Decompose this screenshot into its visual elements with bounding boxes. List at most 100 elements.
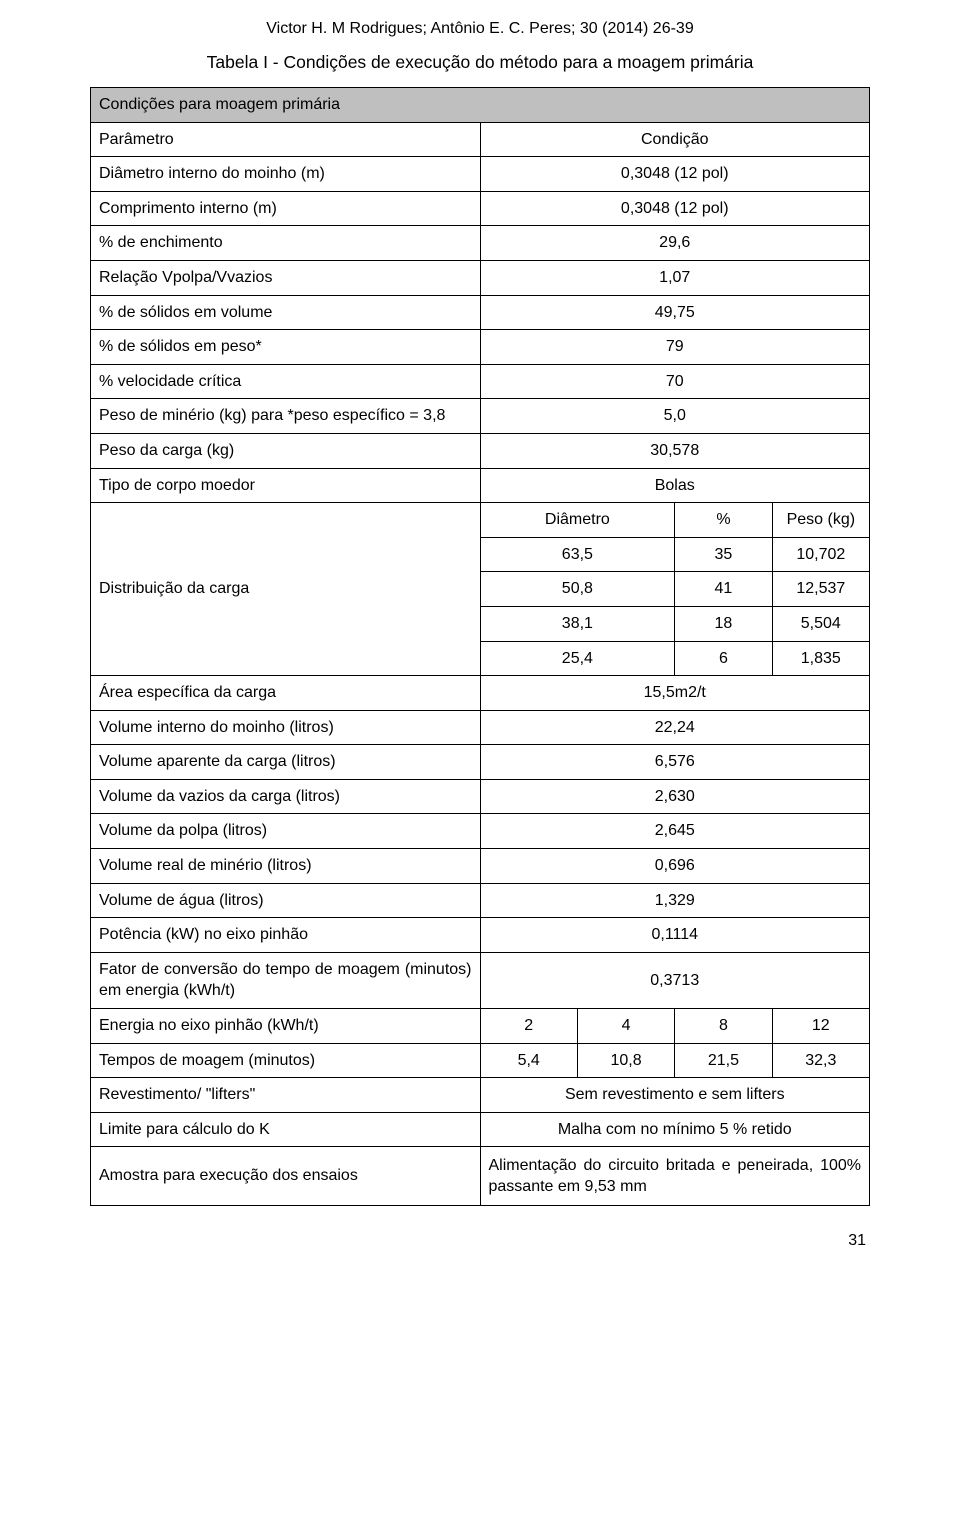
cell-value: 22,24 <box>480 710 870 745</box>
cell-value: 1,835 <box>772 641 869 676</box>
table-row: Distribuição da carga Diâmetro % Peso (k… <box>91 503 870 538</box>
cell-value: 2,630 <box>480 779 870 814</box>
cell-value: 1,329 <box>480 883 870 918</box>
table-row: % velocidade crítica 70 <box>91 364 870 399</box>
cell-value: 5,4 <box>480 1043 577 1078</box>
cell-label: % de sólidos em peso* <box>91 330 481 365</box>
table-row: Energia no eixo pinhão (kWh/t) 2 4 8 12 <box>91 1009 870 1044</box>
page-container: Victor H. M Rodrigues; Antônio E. C. Per… <box>0 0 960 1280</box>
table-row: Volume da polpa (litros) 2,645 <box>91 814 870 849</box>
cell-value: 0,3713 <box>480 952 870 1008</box>
cell-label: Volume da polpa (litros) <box>91 814 481 849</box>
table-row: Tempos de moagem (minutos) 5,4 10,8 21,5… <box>91 1043 870 1078</box>
cell-value: 21,5 <box>675 1043 772 1078</box>
table-row: Volume da vazios da carga (litros) 2,630 <box>91 779 870 814</box>
cell-value: 12 <box>772 1009 869 1044</box>
cell-value: 2,645 <box>480 814 870 849</box>
table-row: Volume de água (litros) 1,329 <box>91 883 870 918</box>
cell-label: Volume da vazios da carga (litros) <box>91 779 481 814</box>
cell-value: Sem revestimento e sem lifters <box>480 1078 870 1113</box>
table-row: Parâmetro Condição <box>91 122 870 157</box>
cell-label: Área específica da carga <box>91 676 481 711</box>
cell-label: Volume de água (litros) <box>91 883 481 918</box>
cell-value: 32,3 <box>772 1043 869 1078</box>
cell-value: 0,3048 (12 pol) <box>480 157 870 192</box>
cell-label: Diâmetro interno do moinho (m) <box>91 157 481 192</box>
table-row: Tipo de corpo moedor Bolas <box>91 468 870 503</box>
cell-value: Malha com no mínimo 5 % retido <box>480 1112 870 1147</box>
cell-value: 79 <box>480 330 870 365</box>
cell-value: 4 <box>577 1009 674 1044</box>
table-title: Tabela I - Condições de execução do méto… <box>90 52 870 73</box>
cell-value: 25,4 <box>480 641 675 676</box>
table-row: Volume real de minério (litros) 0,696 <box>91 849 870 884</box>
cell-value: 5,504 <box>772 606 869 641</box>
cell-value: 29,6 <box>480 226 870 261</box>
cell-label: Volume interno do moinho (litros) <box>91 710 481 745</box>
cell-label: Relação Vpolpa/Vvazios <box>91 260 481 295</box>
table-row: Comprimento interno (m) 0,3048 (12 pol) <box>91 191 870 226</box>
section-header-cell: Condições para moagem primária <box>91 88 870 123</box>
cell-value: 2 <box>480 1009 577 1044</box>
table-row: % de sólidos em peso* 79 <box>91 330 870 365</box>
table-row: Potência (kW) no eixo pinhão 0,1114 <box>91 918 870 953</box>
cell-label: Volume aparente da carga (litros) <box>91 745 481 780</box>
param-header: Parâmetro <box>91 122 481 157</box>
cell-value: 15,5m2/t <box>480 676 870 711</box>
cell-label: Limite para cálculo do K <box>91 1112 481 1147</box>
cell-value: 1,07 <box>480 260 870 295</box>
cell-label: Peso da carga (kg) <box>91 433 481 468</box>
cell-label: Peso de minério (kg) para *peso específi… <box>91 399 481 434</box>
cell-value: 0,696 <box>480 849 870 884</box>
cell-value: 6 <box>675 641 772 676</box>
table-row: Volume aparente da carga (litros) 6,576 <box>91 745 870 780</box>
cell-label: Volume real de minério (litros) <box>91 849 481 884</box>
cell-value: 6,576 <box>480 745 870 780</box>
cell-value: 41 <box>675 572 772 607</box>
cell-label: Tempos de moagem (minutos) <box>91 1043 481 1078</box>
cell-value: 8 <box>675 1009 772 1044</box>
table-row: Peso de minério (kg) para *peso específi… <box>91 399 870 434</box>
table-row: Diâmetro interno do moinho (m) 0,3048 (1… <box>91 157 870 192</box>
cell-label: Energia no eixo pinhão (kWh/t) <box>91 1009 481 1044</box>
cell-value: 35 <box>675 537 772 572</box>
cell-value: 70 <box>480 364 870 399</box>
table-row: Relação Vpolpa/Vvazios 1,07 <box>91 260 870 295</box>
section-header-row: Condições para moagem primária <box>91 88 870 123</box>
table-row: Volume interno do moinho (litros) 22,24 <box>91 710 870 745</box>
cell-value: Alimentação do circuito britada e peneir… <box>480 1147 870 1206</box>
page-number: 31 <box>90 1232 870 1250</box>
cell-label: Amostra para execução dos ensaios <box>91 1147 481 1206</box>
cell-value: 10,702 <box>772 537 869 572</box>
cell-label: Tipo de corpo moedor <box>91 468 481 503</box>
cell-value: 12,537 <box>772 572 869 607</box>
cell-label: Comprimento interno (m) <box>91 191 481 226</box>
cell-value: 63,5 <box>480 537 675 572</box>
cell-value: 0,3048 (12 pol) <box>480 191 870 226</box>
header-authors: Victor H. M Rodrigues; Antônio E. C. Per… <box>90 20 870 38</box>
cell-value: 38,1 <box>480 606 675 641</box>
dist-header-diametro: Diâmetro <box>480 503 675 538</box>
table-row: Limite para cálculo do K Malha com no mí… <box>91 1112 870 1147</box>
cell-value: 10,8 <box>577 1043 674 1078</box>
table-row: Peso da carga (kg) 30,578 <box>91 433 870 468</box>
cell-value: 18 <box>675 606 772 641</box>
cond-header: Condição <box>480 122 870 157</box>
conditions-table: Condições para moagem primária Parâmetro… <box>90 87 870 1206</box>
table-row: Fator de conversão do tempo de moagem (m… <box>91 952 870 1008</box>
cell-value: Bolas <box>480 468 870 503</box>
table-row: % de sólidos em volume 49,75 <box>91 295 870 330</box>
cell-value: 30,578 <box>480 433 870 468</box>
cell-label: Potência (kW) no eixo pinhão <box>91 918 481 953</box>
cell-value: 49,75 <box>480 295 870 330</box>
cell-label: Fator de conversão do tempo de moagem (m… <box>91 952 481 1008</box>
cell-label: % velocidade crítica <box>91 364 481 399</box>
table-row: Revestimento/ "lifters" Sem revestimento… <box>91 1078 870 1113</box>
table-row: % de enchimento 29,6 <box>91 226 870 261</box>
cell-value: 0,1114 <box>480 918 870 953</box>
cell-label: % de enchimento <box>91 226 481 261</box>
dist-header-peso: Peso (kg) <box>772 503 869 538</box>
cell-label: % de sólidos em volume <box>91 295 481 330</box>
dist-label: Distribuição da carga <box>91 503 481 676</box>
cell-label: Revestimento/ "lifters" <box>91 1078 481 1113</box>
